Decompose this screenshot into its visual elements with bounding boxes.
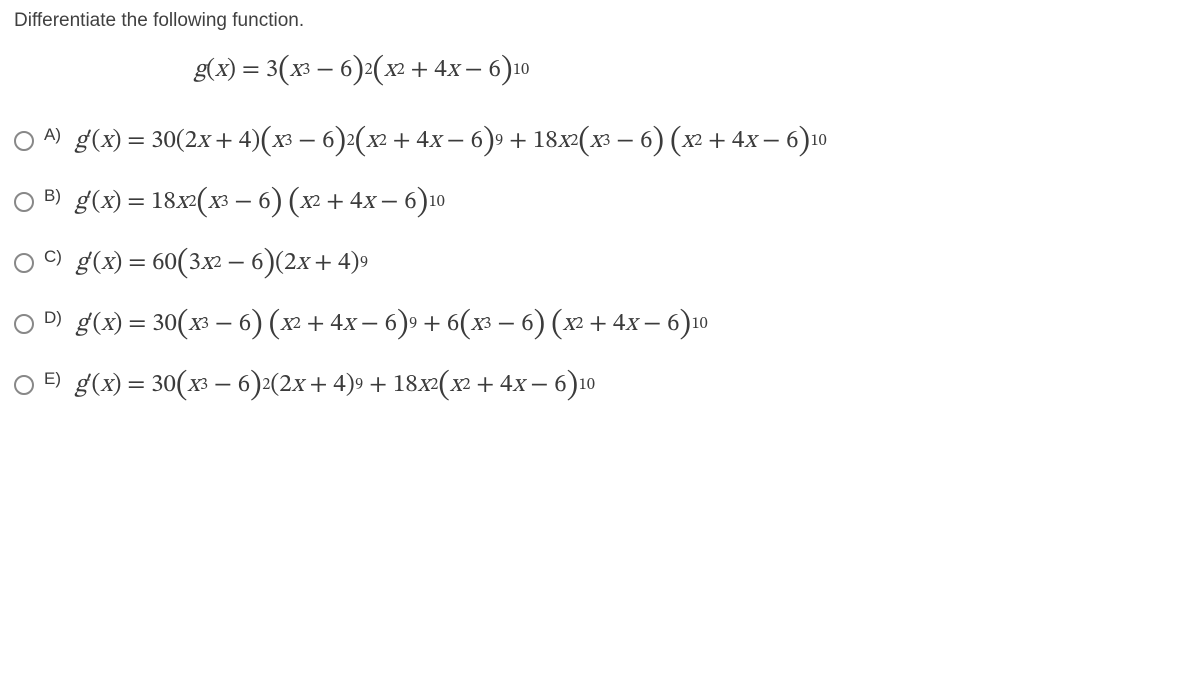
option-b[interactable]: B) g′(x) = 18x2(x3 − 6) (x2 + 4x − 6)10 xyxy=(14,186,1165,217)
option-c[interactable]: C) g′(x) = 60(3x2 − 6)(2x + 4)9 xyxy=(14,247,1165,278)
option-e[interactable]: E) g′(x) = 30(x3 − 6)2(2x + 4)9 + 18x2(x… xyxy=(14,369,1165,400)
option-d-eq: g′(x) = 30(x3 − 6) (x2 + 4x − 6)9 + 6(x3… xyxy=(76,308,708,339)
option-c-eq: g′(x) = 60(3x2 − 6)(2x + 4)9 xyxy=(76,247,368,278)
main-equation: g(x) = 3(x3 − 6)2(x2 + 4x − 6)10 xyxy=(194,54,529,85)
radio-b[interactable] xyxy=(14,192,34,212)
option-letter: A) xyxy=(44,125,61,145)
option-d[interactable]: D) g′(x) = 30(x3 − 6) (x2 + 4x − 6)9 + 6… xyxy=(14,308,1165,339)
option-letter: D) xyxy=(44,308,62,328)
option-letter: E) xyxy=(44,369,61,389)
option-e-eq: g′(x) = 30(x3 − 6)2(2x + 4)9 + 18x2(x2 +… xyxy=(75,369,595,400)
option-b-eq: g′(x) = 18x2(x3 − 6) (x2 + 4x − 6)10 xyxy=(75,186,445,217)
radio-d[interactable] xyxy=(14,314,34,334)
radio-c[interactable] xyxy=(14,253,34,273)
option-letter: C) xyxy=(44,247,62,267)
option-letter: B) xyxy=(44,186,61,206)
option-a[interactable]: A) g′(x) = 30(2x + 4)(x3 − 6)2(x2 + 4x −… xyxy=(14,125,1165,156)
radio-e[interactable] xyxy=(14,375,34,395)
option-a-eq: g′(x) = 30(2x + 4)(x3 − 6)2(x2 + 4x − 6)… xyxy=(75,125,827,156)
options-group: A) g′(x) = 30(2x + 4)(x3 − 6)2(x2 + 4x −… xyxy=(14,125,1165,400)
question-prompt: Differentiate the following function. xyxy=(14,10,1165,32)
radio-a[interactable] xyxy=(14,131,34,151)
